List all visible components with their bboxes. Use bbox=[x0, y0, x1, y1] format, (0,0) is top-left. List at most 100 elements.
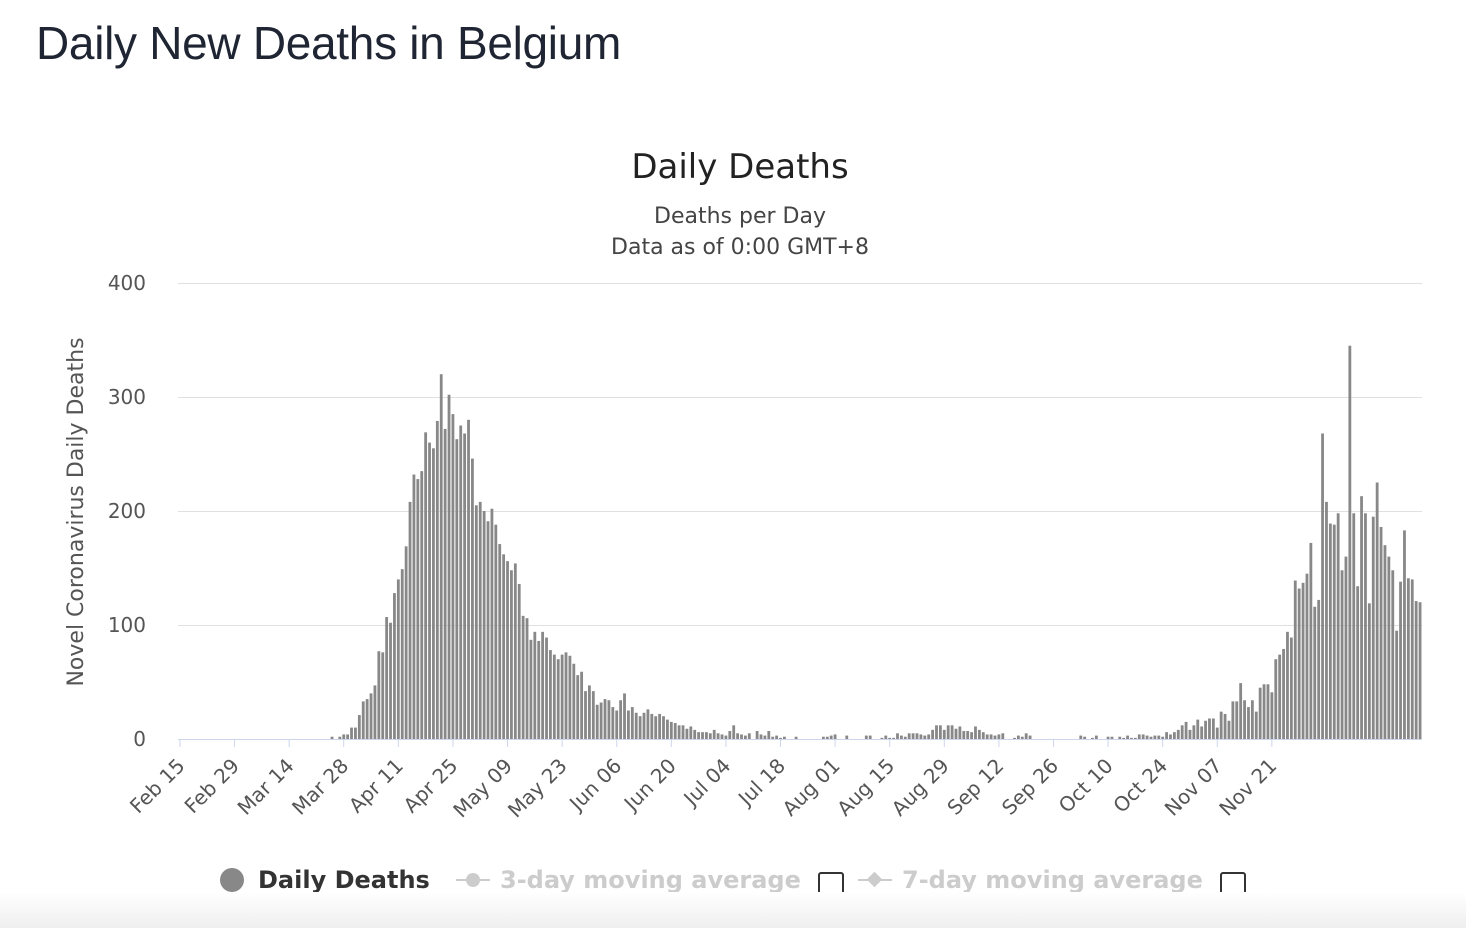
bar[interactable] bbox=[381, 652, 385, 739]
bar[interactable] bbox=[432, 448, 435, 739]
bar[interactable] bbox=[950, 725, 954, 739]
bar[interactable] bbox=[767, 731, 771, 739]
bar[interactable] bbox=[576, 675, 580, 739]
bar[interactable] bbox=[486, 521, 490, 739]
bar[interactable] bbox=[1079, 735, 1083, 739]
bar[interactable] bbox=[942, 729, 946, 739]
bar[interactable] bbox=[677, 725, 681, 739]
bar[interactable] bbox=[416, 479, 420, 739]
bar[interactable] bbox=[1149, 736, 1153, 739]
bar[interactable] bbox=[1013, 737, 1016, 739]
bar[interactable] bbox=[1211, 718, 1215, 739]
bar[interactable] bbox=[1367, 603, 1371, 739]
bar[interactable] bbox=[529, 639, 533, 739]
bar[interactable] bbox=[1410, 579, 1414, 739]
bar[interactable] bbox=[369, 693, 373, 739]
bar[interactable] bbox=[938, 725, 942, 739]
bar[interactable] bbox=[907, 733, 911, 739]
bar[interactable] bbox=[1383, 545, 1387, 739]
bar[interactable] bbox=[708, 733, 712, 739]
bar[interactable] bbox=[1024, 733, 1028, 739]
bar[interactable] bbox=[1348, 345, 1352, 739]
bar[interactable] bbox=[724, 735, 728, 739]
bar[interactable] bbox=[591, 691, 595, 739]
bar[interactable] bbox=[1379, 526, 1383, 739]
bar[interactable] bbox=[396, 579, 400, 739]
bar[interactable] bbox=[728, 731, 732, 739]
bar[interactable] bbox=[627, 710, 630, 740]
bar[interactable] bbox=[1204, 720, 1207, 739]
bar[interactable] bbox=[896, 733, 899, 739]
bar[interactable] bbox=[1387, 556, 1391, 739]
bar[interactable] bbox=[685, 728, 689, 739]
bar[interactable] bbox=[1200, 726, 1204, 739]
bar[interactable] bbox=[439, 374, 443, 739]
bar[interactable] bbox=[471, 458, 474, 739]
bar[interactable] bbox=[634, 712, 638, 739]
bar[interactable] bbox=[1403, 530, 1406, 739]
bar[interactable] bbox=[1157, 735, 1161, 739]
bar[interactable] bbox=[599, 702, 603, 739]
bar[interactable] bbox=[588, 685, 591, 739]
bar[interactable] bbox=[1091, 737, 1094, 739]
bar[interactable] bbox=[1118, 736, 1122, 739]
bar[interactable] bbox=[864, 735, 868, 739]
bar[interactable] bbox=[498, 544, 502, 739]
bar[interactable] bbox=[564, 652, 568, 739]
bar[interactable] bbox=[911, 733, 915, 739]
bar[interactable] bbox=[642, 712, 646, 739]
bar[interactable] bbox=[989, 734, 993, 739]
bar[interactable] bbox=[981, 732, 985, 739]
bar[interactable] bbox=[1309, 542, 1313, 739]
bar[interactable] bbox=[775, 735, 779, 739]
bar[interactable] bbox=[1239, 683, 1243, 739]
bar[interactable] bbox=[1223, 713, 1227, 739]
bar[interactable] bbox=[712, 729, 716, 739]
bar[interactable] bbox=[1360, 496, 1363, 739]
bar[interactable] bbox=[513, 563, 517, 739]
bar[interactable] bbox=[389, 622, 392, 739]
bar[interactable] bbox=[1274, 659, 1278, 739]
bar[interactable] bbox=[463, 433, 467, 739]
bar[interactable] bbox=[1192, 725, 1196, 739]
bar[interactable] bbox=[607, 700, 611, 739]
bar[interactable] bbox=[1184, 721, 1188, 739]
bar[interactable] bbox=[669, 721, 673, 739]
legend-7day-average[interactable]: 7-day moving average bbox=[858, 860, 1203, 900]
bar[interactable] bbox=[1153, 735, 1157, 739]
bar[interactable] bbox=[935, 725, 938, 739]
bar[interactable] bbox=[1352, 513, 1356, 739]
bar[interactable] bbox=[1395, 630, 1399, 739]
bar[interactable] bbox=[958, 726, 962, 739]
bar[interactable] bbox=[521, 615, 525, 739]
bar[interactable] bbox=[1406, 578, 1410, 739]
bar[interactable] bbox=[1325, 501, 1328, 739]
bar[interactable] bbox=[705, 732, 708, 739]
bar[interactable] bbox=[1391, 570, 1395, 739]
bar[interactable] bbox=[619, 700, 623, 739]
bar[interactable] bbox=[1282, 648, 1285, 739]
bar[interactable] bbox=[954, 728, 958, 739]
bar[interactable] bbox=[1161, 736, 1165, 739]
bar[interactable] bbox=[899, 735, 903, 739]
bar[interactable] bbox=[1293, 580, 1297, 739]
bar[interactable] bbox=[1133, 737, 1137, 739]
bar[interactable] bbox=[915, 733, 919, 739]
bar[interactable] bbox=[1313, 606, 1317, 739]
bar[interactable] bbox=[845, 735, 849, 739]
bar[interactable] bbox=[993, 735, 997, 739]
bar[interactable] bbox=[884, 735, 888, 739]
bar[interactable] bbox=[474, 505, 478, 739]
bar[interactable] bbox=[404, 546, 408, 739]
bar[interactable] bbox=[1180, 725, 1184, 739]
bar[interactable] bbox=[467, 419, 470, 739]
bar[interactable] bbox=[1020, 736, 1024, 739]
bar[interactable] bbox=[966, 731, 970, 739]
bar[interactable] bbox=[1336, 513, 1340, 739]
bar[interactable] bbox=[1172, 732, 1176, 739]
bar[interactable] bbox=[985, 734, 989, 739]
bar[interactable] bbox=[1364, 513, 1367, 739]
bar[interactable] bbox=[673, 723, 677, 739]
bar[interactable] bbox=[373, 685, 377, 739]
bar[interactable] bbox=[701, 732, 704, 739]
